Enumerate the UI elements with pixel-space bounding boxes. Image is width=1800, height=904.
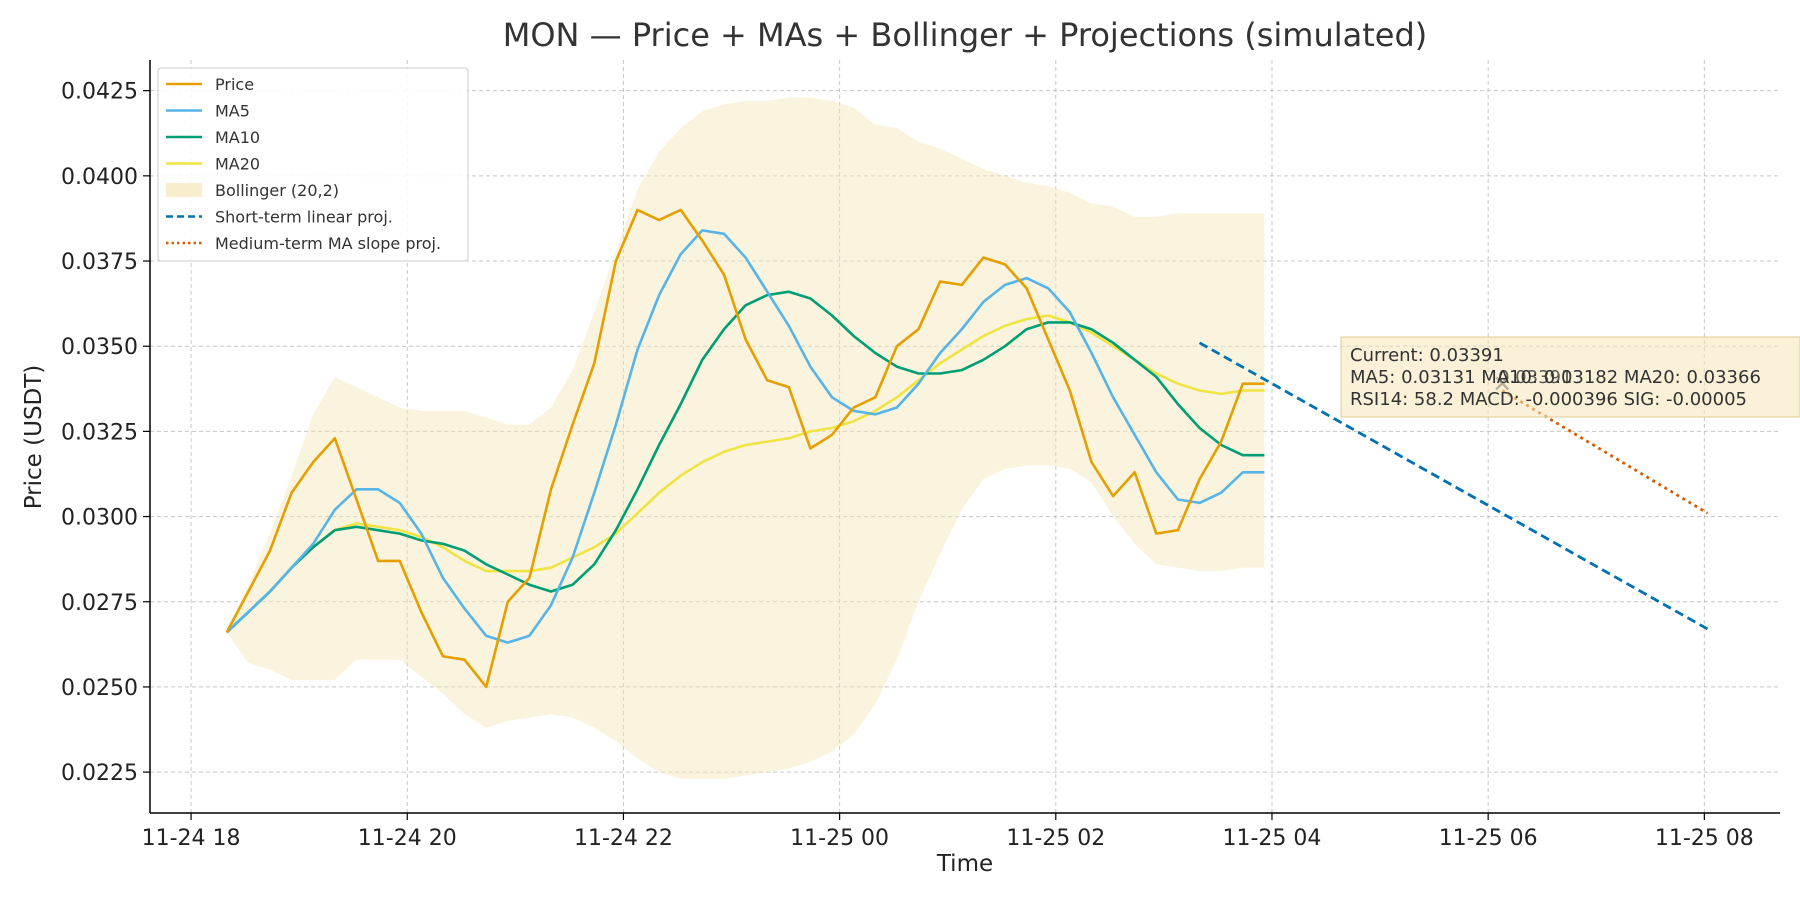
projection-medium-term — [1501, 389, 1709, 515]
legend-entry: Short-term linear proj. — [166, 208, 393, 227]
legend: Price MA5 MA10 MA20 Bollinger (20,2) Short-te… — [157, 67, 469, 262]
legend-entry: Medium-term MA slope proj. — [166, 234, 441, 253]
annotation-overlay-value: 0.03391 — [1498, 367, 1572, 388]
x-axis-title: Time — [936, 851, 993, 877]
legend-entries: Price MA5 MA10 MA20 Bollinger (20,2) Short-te… — [166, 75, 441, 253]
chart-title: MON — Price + MAs + Bollinger + Projecti… — [503, 16, 1428, 54]
x-tick-label: 11-24 20 — [358, 826, 457, 851]
x-tick-label: 11-25 06 — [1439, 826, 1538, 851]
annotation-background — [1340, 336, 1800, 418]
legend-entry: MA5 — [166, 102, 250, 121]
y-ticks: 0.0225 0.0250 0.0275 0.0300 0.0325 0.0350 0.03… — [61, 80, 150, 786]
y-tick-label: 0.0325 — [61, 420, 138, 445]
x-ticks: 11-24 18 11-24 20 11-24 22 11-25 00 11-25 02… — [142, 813, 1754, 851]
y-tick-label: 0.0425 — [61, 80, 138, 105]
y-tick-label: 0.0350 — [61, 335, 138, 360]
legend-label: Price — [215, 75, 254, 94]
annotation-indicators: RSI14: 58.2 MACD: -0.000396 SIG: -0.0000… — [1350, 389, 1747, 410]
legend-label: MA10 — [215, 128, 260, 147]
legend-label: MA5 — [215, 102, 250, 121]
annotation-ma-values: MA5: 0.03131 MA10: 0.03182 MA20: 0.03366 — [1350, 367, 1761, 388]
legend-swatch — [166, 183, 202, 197]
bollinger-band-group — [226, 97, 1265, 779]
legend-label: Short-term linear proj. — [215, 208, 393, 227]
legend-frame — [157, 67, 469, 262]
projection-group — [1198, 341, 1709, 631]
legend-entry: Bollinger (20,2) — [166, 181, 339, 200]
legend-entry: Price — [166, 75, 254, 94]
annotation-box: Current: 0.03391 MA5: 0.03131 MA10: 0.03… — [1340, 336, 1800, 418]
legend-label: Medium-term MA slope proj. — [215, 234, 441, 253]
y-tick-label: 0.0275 — [61, 591, 138, 616]
y-tick-label: 0.0225 — [61, 761, 138, 786]
legend-entry: MA10 — [166, 128, 260, 147]
x-tick-label: 11-24 18 — [142, 826, 241, 851]
legend-entry: MA20 — [166, 155, 260, 174]
legend-label: MA20 — [215, 155, 260, 174]
y-tick-label: 0.0400 — [61, 165, 138, 190]
x-tick-label: 11-24 22 — [574, 826, 673, 851]
y-tick-label: 0.0375 — [61, 250, 138, 275]
series-line-ma10 — [225, 290, 1265, 634]
y-tick-label: 0.0250 — [61, 676, 138, 701]
y-axis-title: Price (USDT) — [21, 365, 47, 510]
legend-label: Bollinger (20,2) — [215, 181, 339, 200]
series-group — [225, 208, 1265, 689]
y-tick-label: 0.0300 — [61, 506, 138, 531]
x-tick-label: 11-25 02 — [1006, 826, 1105, 851]
series-line-ma5 — [225, 229, 1265, 644]
annotation-current: Current: 0.03391 — [1350, 345, 1504, 366]
x-tick-label: 11-25 00 — [790, 826, 889, 851]
x-tick-label: 11-25 04 — [1223, 826, 1322, 851]
x-tick-label: 11-25 08 — [1655, 826, 1754, 851]
bollinger-band — [226, 97, 1265, 779]
series-line-price — [225, 208, 1265, 689]
series-line-ma20 — [225, 314, 1265, 634]
